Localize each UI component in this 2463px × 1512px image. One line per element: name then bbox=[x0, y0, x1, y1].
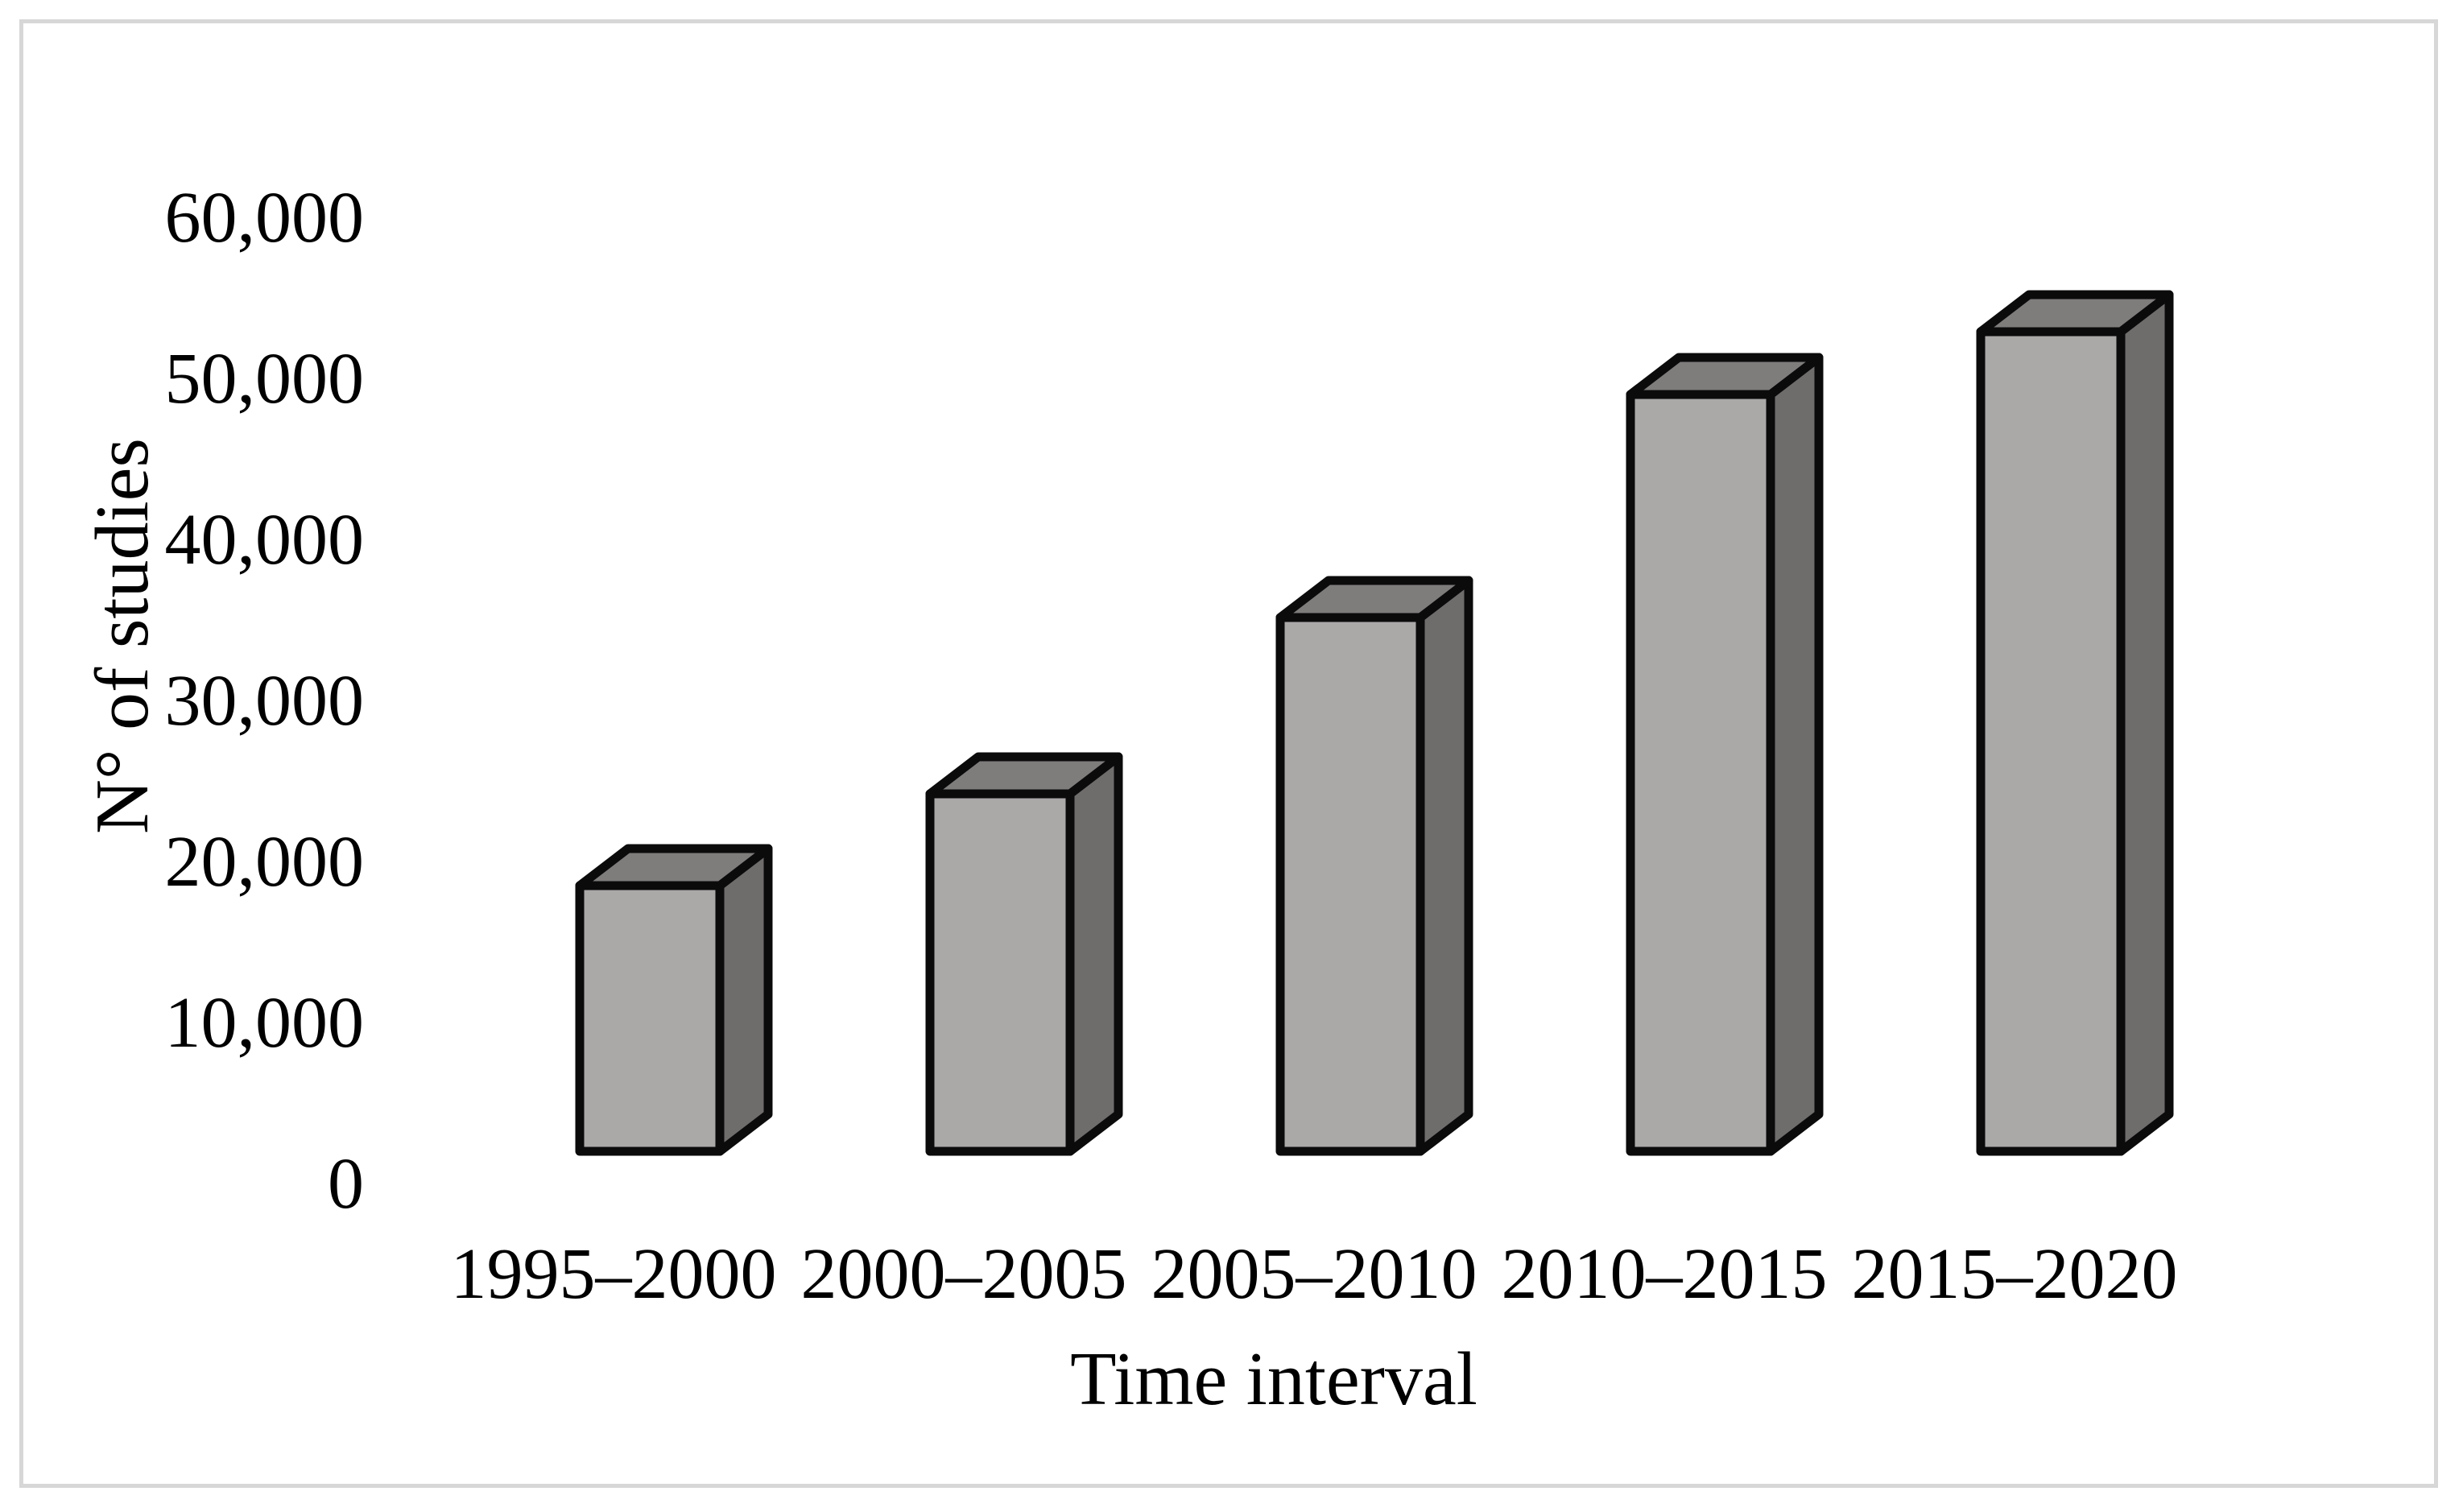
bar-side-face bbox=[2116, 290, 2174, 1156]
bar-side-face bbox=[1415, 576, 1473, 1156]
y-tick-label: 60,000 bbox=[165, 178, 365, 258]
bar-1995-2000 bbox=[575, 844, 773, 1156]
bar-side-face bbox=[1766, 353, 1824, 1156]
y-tick-label: 0 bbox=[328, 1144, 364, 1224]
bar-front-face bbox=[1976, 327, 2126, 1156]
bar-front-face bbox=[575, 881, 725, 1156]
bar-2015-2020 bbox=[1976, 290, 2174, 1156]
y-axis-title: N° of studies bbox=[81, 438, 164, 834]
bar-2010-2015 bbox=[1626, 353, 1824, 1156]
bar-2005-2010 bbox=[1275, 576, 1473, 1156]
figure-frame-border bbox=[19, 19, 2438, 1488]
y-tick-label: 10,000 bbox=[165, 983, 365, 1063]
bar-side-face bbox=[715, 844, 773, 1156]
y-tick-label: 20,000 bbox=[165, 822, 365, 902]
bar-front-face bbox=[925, 789, 1075, 1156]
bar-2000-2005 bbox=[925, 752, 1123, 1156]
x-category-label: 1995–2000 bbox=[451, 1234, 777, 1314]
x-category-label: 2000–2005 bbox=[801, 1234, 1127, 1314]
y-tick-label: 30,000 bbox=[165, 661, 365, 741]
bar-side-face bbox=[1065, 752, 1123, 1156]
bar-front-face bbox=[1626, 390, 1775, 1156]
x-axis-title: Time interval bbox=[1070, 1337, 1477, 1421]
x-category-label: 2010–2015 bbox=[1502, 1234, 1828, 1314]
x-category-label: 2005–2010 bbox=[1151, 1234, 1477, 1314]
y-tick-label: 40,000 bbox=[165, 500, 365, 580]
bar-front-face bbox=[1275, 613, 1425, 1156]
y-tick-label: 50,000 bbox=[165, 339, 365, 419]
x-category-label: 2015–2020 bbox=[1852, 1234, 2178, 1314]
